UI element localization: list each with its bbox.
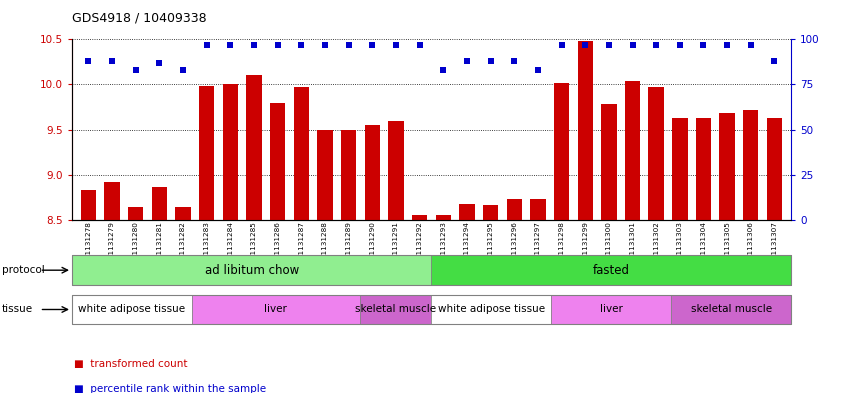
Bar (388, 121, 404, 393)
Bar (412, 215, 427, 393)
Text: white adipose tissue: white adipose tissue (79, 305, 185, 314)
Bar (72, 295, 192, 324)
Bar (578, 41, 593, 393)
Bar (175, 208, 191, 393)
Point (82, 58, 96, 64)
Text: fasted: fasted (593, 264, 629, 277)
Bar (270, 103, 285, 393)
Text: GDS4918 / 10409338: GDS4918 / 10409338 (72, 12, 206, 25)
Point (247, 42, 261, 48)
Point (555, 42, 569, 48)
Point (271, 42, 284, 48)
Point (152, 60, 166, 66)
Bar (743, 110, 759, 393)
Bar (246, 75, 261, 393)
Bar (459, 204, 475, 393)
Bar (104, 182, 120, 393)
Bar (554, 83, 569, 393)
Bar (80, 190, 96, 393)
Point (767, 58, 781, 64)
Point (365, 42, 379, 48)
Bar (507, 199, 522, 393)
Point (602, 42, 616, 48)
Text: protocol: protocol (2, 265, 45, 275)
Bar (294, 87, 309, 393)
Bar (317, 130, 332, 393)
Bar (695, 118, 711, 393)
Bar (72, 255, 431, 285)
Point (673, 42, 687, 48)
Bar (719, 114, 735, 393)
Point (484, 58, 497, 64)
Bar (341, 130, 356, 393)
Point (531, 67, 545, 73)
Bar (199, 86, 214, 393)
Bar (360, 295, 431, 324)
Text: ad libitum chow: ad libitum chow (205, 264, 299, 277)
Point (223, 42, 237, 48)
Point (129, 67, 142, 73)
Bar (431, 255, 791, 285)
Point (697, 42, 711, 48)
Text: skeletal muscle: skeletal muscle (690, 305, 772, 314)
Bar (552, 295, 671, 324)
Point (413, 42, 426, 48)
Text: liver: liver (264, 305, 287, 314)
Text: ■  percentile rank within the sample: ■ percentile rank within the sample (74, 384, 266, 393)
Text: white adipose tissue: white adipose tissue (438, 305, 545, 314)
Bar (128, 207, 144, 393)
Point (294, 42, 308, 48)
Text: ■  transformed count: ■ transformed count (74, 358, 188, 369)
Bar (672, 118, 688, 393)
Point (176, 67, 190, 73)
Point (744, 42, 757, 48)
Bar (151, 187, 168, 393)
Point (460, 58, 474, 64)
Point (342, 42, 355, 48)
Point (626, 42, 640, 48)
Point (106, 58, 119, 64)
Point (200, 42, 213, 48)
Text: skeletal muscle: skeletal muscle (355, 305, 436, 314)
Point (437, 67, 450, 73)
Point (721, 42, 734, 48)
Point (508, 58, 521, 64)
Bar (671, 295, 791, 324)
Point (318, 42, 332, 48)
Bar (625, 81, 640, 393)
Point (650, 42, 663, 48)
Bar (649, 87, 664, 393)
Bar (222, 84, 238, 393)
Bar (766, 118, 783, 393)
Bar (436, 215, 451, 393)
Bar (602, 105, 617, 393)
Point (389, 42, 403, 48)
Bar (192, 295, 360, 324)
Bar (431, 295, 552, 324)
Bar (365, 125, 380, 393)
Bar (530, 199, 546, 393)
Text: liver: liver (600, 305, 623, 314)
Text: tissue: tissue (2, 305, 33, 314)
Point (579, 42, 592, 48)
Bar (483, 205, 498, 393)
